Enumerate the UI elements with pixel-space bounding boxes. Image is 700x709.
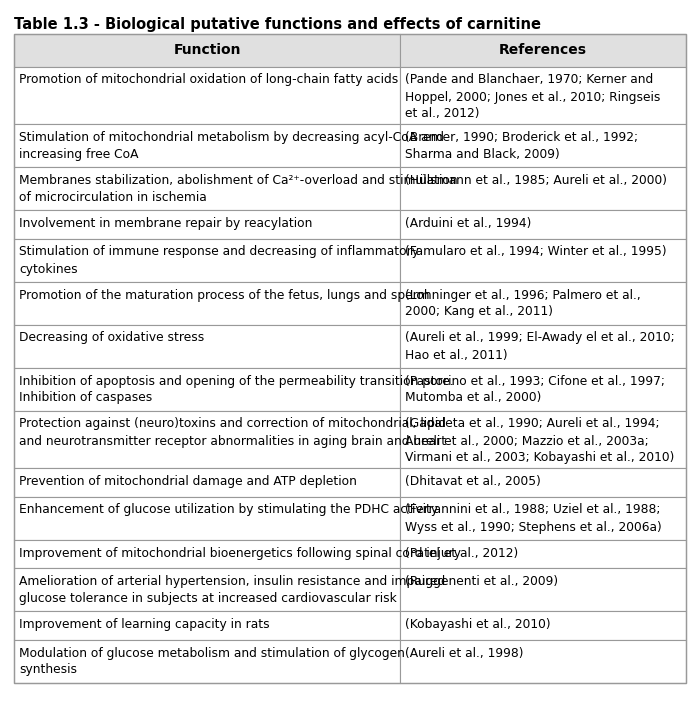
- Text: Promotion of the maturation process of the fetus, lungs and sperm: Promotion of the maturation process of t…: [19, 289, 430, 301]
- Text: Improvement of mitochondrial bioenergetics following spinal cord injury: Improvement of mitochondrial bioenergeti…: [19, 547, 461, 559]
- Text: Decreasing of oxidative stress: Decreasing of oxidative stress: [19, 332, 204, 345]
- Bar: [400, 411, 686, 468]
- Bar: [400, 496, 686, 540]
- Text: (Pande and Blanchaer, 1970; Kerner and
Hoppel, 2000; Jones et al., 2010; Ringsei: (Pande and Blanchaer, 1970; Kerner and H…: [405, 74, 661, 121]
- Text: Modulation of glucose metabolism and stimulation of glycogen
synthesis: Modulation of glucose metabolism and sti…: [19, 647, 405, 676]
- Bar: [14, 210, 400, 238]
- Bar: [400, 167, 686, 210]
- Text: (Patel et al., 2012): (Patel et al., 2012): [405, 547, 519, 559]
- Text: Involvement in membrane repair by reacylation: Involvement in membrane repair by reacyl…: [19, 217, 312, 230]
- Bar: [14, 568, 400, 611]
- Text: Amelioration of arterial hypertension, insulin resistance and impaired
glucose t: Amelioration of arterial hypertension, i…: [19, 575, 445, 605]
- Bar: [400, 325, 686, 367]
- Bar: [400, 611, 686, 640]
- Bar: [14, 411, 400, 468]
- Bar: [14, 540, 400, 568]
- Text: Membranes stabilization, abolishment of Ca²⁺-overload and stimulation
of microci: Membranes stabilization, abolishment of …: [19, 174, 458, 204]
- Bar: [14, 67, 400, 124]
- Text: (Bremer, 1990; Broderick et al., 1992;
Sharma and Black, 2009): (Bremer, 1990; Broderick et al., 1992; S…: [405, 131, 638, 161]
- Text: (Aureli et al., 1998): (Aureli et al., 1998): [405, 647, 524, 659]
- Text: Table 1.3 - Biological putative functions and effects of carnitine: Table 1.3 - Biological putative function…: [14, 17, 541, 32]
- Bar: [400, 640, 686, 683]
- Text: Enhancement of glucose utilization by stimulating the PDHC activity: Enhancement of glucose utilization by st…: [19, 503, 438, 516]
- Bar: [14, 468, 400, 496]
- Bar: [14, 367, 400, 411]
- Text: References: References: [499, 43, 587, 57]
- Text: (Dhitavat et al., 2005): (Dhitavat et al., 2005): [405, 475, 541, 488]
- Bar: [400, 238, 686, 281]
- Text: (Arduini et al., 1994): (Arduini et al., 1994): [405, 217, 532, 230]
- Text: (Hülsmann et al., 1985; Aureli et al., 2000): (Hülsmann et al., 1985; Aureli et al., 2…: [405, 174, 667, 187]
- Text: (Lohninger et al., 1996; Palmero et al.,
2000; Kang et al., 2011): (Lohninger et al., 1996; Palmero et al.,…: [405, 289, 641, 318]
- Text: Inhibition of apoptosis and opening of the permeability transition pore.
Inhibit: Inhibition of apoptosis and opening of t…: [19, 374, 454, 405]
- Text: (Ferrannini et al., 1988; Uziel et al., 1988;
Wyss et al., 1990; Stephens et al.: (Ferrannini et al., 1988; Uziel et al., …: [405, 503, 662, 533]
- Bar: [14, 34, 400, 67]
- Bar: [14, 611, 400, 640]
- Text: Protection against (neuro)toxins and correction of mitochondrial, lipid
and neur: Protection against (neuro)toxins and cor…: [19, 418, 446, 447]
- Text: (Aureli et al., 1999; El-Awady el et al., 2010;
Hao et al., 2011): (Aureli et al., 1999; El-Awady el et al.…: [405, 332, 675, 362]
- Text: Stimulation of immune response and decreasing of inflammatory
cytokines: Stimulation of immune response and decre…: [19, 245, 419, 276]
- Bar: [400, 67, 686, 124]
- Bar: [400, 210, 686, 238]
- Bar: [400, 281, 686, 325]
- Text: (Ruggenenti et al., 2009): (Ruggenenti et al., 2009): [405, 575, 559, 588]
- Text: (Famularo et al., 1994; Winter et al., 1995): (Famularo et al., 1994; Winter et al., 1…: [405, 245, 667, 259]
- Bar: [14, 167, 400, 210]
- Text: Function: Function: [174, 43, 241, 57]
- Text: Prevention of mitochondrial damage and ATP depletion: Prevention of mitochondrial damage and A…: [19, 475, 357, 488]
- Text: Improvement of learning capacity in rats: Improvement of learning capacity in rats: [19, 618, 270, 631]
- Text: Stimulation of mitochondrial metabolism by decreasing acyl-CoA and
increasing fr: Stimulation of mitochondrial metabolism …: [19, 131, 444, 161]
- Text: Promotion of mitochondrial oxidation of long-chain fatty acids: Promotion of mitochondrial oxidation of …: [19, 74, 398, 86]
- Text: (Pastorino et al., 1993; Cifone et al., 1997;
Mutomba et al., 2000): (Pastorino et al., 1993; Cifone et al., …: [405, 374, 665, 405]
- Bar: [400, 367, 686, 411]
- Bar: [14, 281, 400, 325]
- Bar: [14, 238, 400, 281]
- Bar: [14, 124, 400, 167]
- Text: (Gadaleta et al., 1990; Aureli et al., 1994;
Aureli et al., 2000; Mazzio et al.,: (Gadaleta et al., 1990; Aureli et al., 1…: [405, 418, 675, 464]
- Bar: [14, 640, 400, 683]
- Bar: [400, 540, 686, 568]
- Bar: [400, 468, 686, 496]
- Bar: [400, 34, 686, 67]
- Text: (Kobayashi et al., 2010): (Kobayashi et al., 2010): [405, 618, 551, 631]
- Bar: [14, 325, 400, 367]
- Bar: [400, 568, 686, 611]
- Bar: [14, 496, 400, 540]
- Bar: [400, 124, 686, 167]
